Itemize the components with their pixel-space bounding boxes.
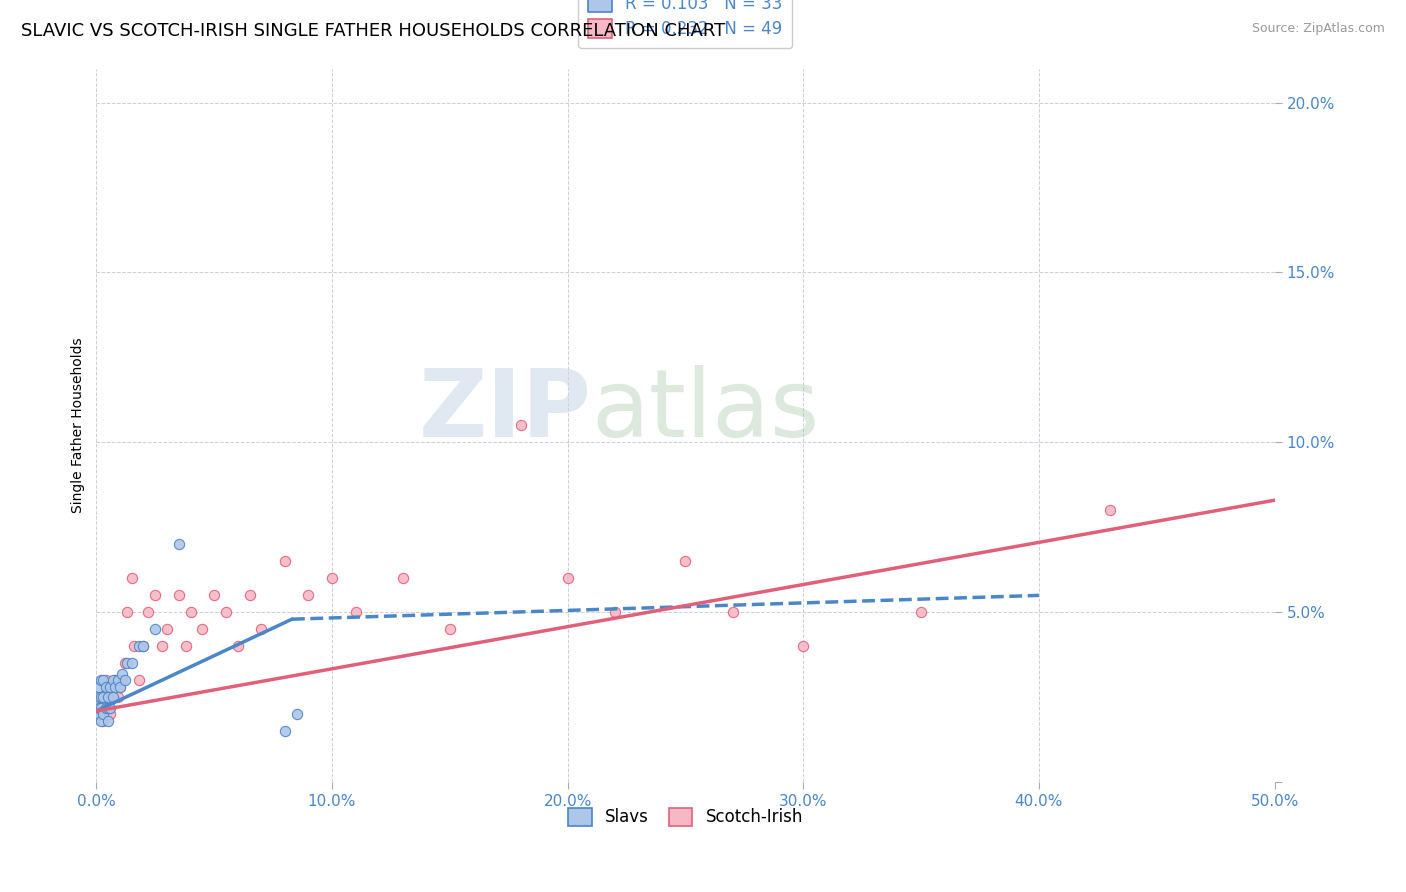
- Point: [87, 700, 110, 714]
- Point: [132, 640, 155, 654]
- Text: SLAVIC VS SCOTCH-IRISH SINGLE FATHER HOUSEHOLDS CORRELATION CHART: SLAVIC VS SCOTCH-IRISH SINGLE FATHER HOU…: [21, 22, 725, 40]
- Point: [557, 571, 579, 585]
- Point: [792, 640, 814, 654]
- Point: [274, 724, 297, 739]
- Point: [101, 673, 124, 688]
- Point: [202, 588, 225, 602]
- Point: [100, 680, 122, 694]
- Point: [93, 707, 115, 722]
- Point: [87, 700, 110, 714]
- Point: [100, 707, 122, 722]
- Point: [100, 680, 122, 694]
- Point: [97, 714, 120, 728]
- Point: [93, 690, 115, 705]
- Point: [603, 606, 626, 620]
- Point: [87, 680, 110, 694]
- Point: [115, 657, 138, 671]
- Y-axis label: Single Father Households: Single Father Households: [72, 338, 86, 513]
- Point: [167, 588, 190, 602]
- Point: [94, 673, 117, 688]
- Point: [87, 707, 110, 722]
- Point: [97, 700, 120, 714]
- Point: [297, 588, 319, 602]
- Point: [94, 707, 117, 722]
- Point: [180, 606, 202, 620]
- Point: [215, 606, 238, 620]
- Point: [143, 588, 166, 602]
- Text: atlas: atlas: [591, 365, 820, 458]
- Point: [104, 680, 127, 694]
- Point: [238, 588, 260, 602]
- Point: [121, 571, 143, 585]
- Point: [115, 606, 138, 620]
- Point: [97, 690, 120, 705]
- Point: [100, 700, 122, 714]
- Point: [274, 554, 297, 568]
- Point: [132, 640, 155, 654]
- Point: [250, 623, 273, 637]
- Point: [509, 418, 531, 433]
- Point: [90, 673, 112, 688]
- Point: [143, 623, 166, 637]
- Point: [108, 680, 131, 694]
- Point: [94, 680, 117, 694]
- Point: [156, 623, 179, 637]
- Point: [121, 657, 143, 671]
- Point: [285, 707, 308, 722]
- Point: [344, 606, 367, 620]
- Text: Source: ZipAtlas.com: Source: ZipAtlas.com: [1251, 22, 1385, 36]
- Point: [101, 690, 124, 705]
- Point: [101, 690, 124, 705]
- Point: [93, 673, 115, 688]
- Point: [128, 640, 150, 654]
- Point: [191, 623, 214, 637]
- Point: [90, 690, 112, 705]
- Point: [439, 623, 461, 637]
- Point: [174, 640, 197, 654]
- Point: [93, 690, 115, 705]
- Point: [675, 554, 697, 568]
- Point: [128, 673, 150, 688]
- Point: [391, 571, 413, 585]
- Point: [721, 606, 744, 620]
- Point: [1098, 503, 1121, 517]
- Point: [150, 640, 173, 654]
- Point: [93, 714, 115, 728]
- Point: [90, 700, 112, 714]
- Point: [97, 700, 120, 714]
- Point: [90, 714, 112, 728]
- Point: [114, 673, 136, 688]
- Point: [108, 680, 131, 694]
- Text: ZIP: ZIP: [419, 365, 591, 458]
- Point: [107, 690, 129, 705]
- Point: [167, 537, 190, 551]
- Point: [97, 680, 120, 694]
- Point: [321, 571, 343, 585]
- Point: [122, 640, 145, 654]
- Point: [111, 673, 134, 688]
- Point: [114, 657, 136, 671]
- Point: [111, 666, 134, 681]
- Point: [910, 606, 932, 620]
- Legend: Slavs, Scotch-Irish: Slavs, Scotch-Irish: [560, 799, 811, 835]
- Point: [107, 673, 129, 688]
- Point: [136, 606, 159, 620]
- Point: [90, 690, 112, 705]
- Point: [94, 700, 117, 714]
- Point: [104, 673, 127, 688]
- Point: [226, 640, 249, 654]
- Point: [87, 690, 110, 705]
- Point: [90, 707, 112, 722]
